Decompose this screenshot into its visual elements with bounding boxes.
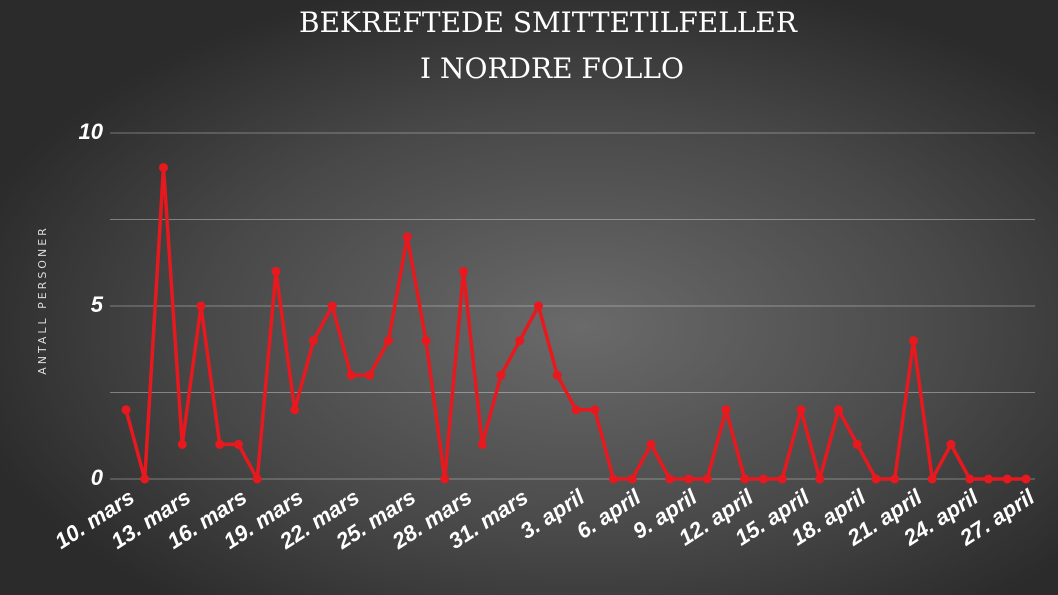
data-point (496, 370, 506, 380)
data-point (515, 336, 525, 346)
data-point (1002, 474, 1012, 484)
data-point (852, 439, 862, 449)
y-axis-label: ANTALL PERSONER (36, 225, 49, 375)
data-point (327, 301, 337, 311)
data-point (440, 474, 450, 484)
data-point (384, 336, 393, 346)
data-point (140, 474, 150, 484)
data-point (215, 439, 225, 449)
data-point (477, 439, 487, 449)
data-point (777, 474, 787, 484)
data-point (252, 474, 262, 484)
data-point (796, 405, 806, 415)
data-point (740, 474, 750, 484)
data-point (571, 405, 581, 415)
chart-subtitle: I NORDRE FOLLO (420, 52, 684, 85)
data-point (290, 405, 300, 415)
data-point (927, 474, 937, 484)
data-point (1021, 474, 1031, 484)
data-point (309, 336, 318, 346)
data-point (346, 370, 356, 380)
data-point (815, 474, 825, 484)
data-point (402, 232, 412, 242)
data-point (177, 439, 187, 449)
data-point (590, 405, 600, 415)
data-point (609, 474, 618, 484)
data-point (984, 474, 993, 484)
y-tick-label: 0 (91, 465, 104, 490)
chart-title: BEKREFTEDE SMITTETILFELLER (299, 6, 798, 39)
data-point (909, 336, 918, 346)
data-point (271, 266, 281, 276)
data-point (721, 405, 731, 415)
data-point (646, 439, 656, 449)
data-point (627, 474, 637, 484)
data-point (871, 474, 881, 484)
data-point (702, 474, 712, 484)
data-point (759, 474, 768, 484)
data-point (552, 370, 562, 380)
data-point (365, 370, 375, 380)
data-point (965, 474, 975, 484)
data-point (459, 266, 468, 276)
data-point (834, 405, 843, 415)
data-point (234, 439, 243, 449)
data-point (196, 301, 206, 311)
y-tick-label: 5 (91, 292, 104, 317)
y-tick-label: 10 (79, 119, 104, 144)
data-point (665, 474, 675, 484)
data-point (534, 301, 543, 311)
data-point (684, 474, 693, 484)
data-point (159, 163, 168, 173)
data-point (890, 474, 900, 484)
data-point (946, 439, 956, 449)
data-point (121, 405, 131, 415)
data-point (421, 336, 431, 346)
